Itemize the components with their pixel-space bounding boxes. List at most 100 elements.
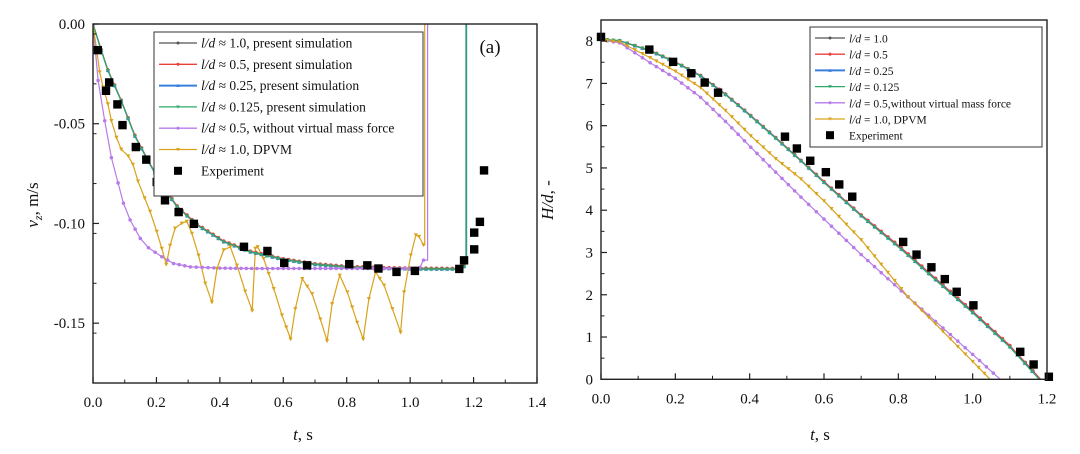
- data-point: [779, 162, 785, 166]
- data-point: [899, 289, 904, 293]
- data-point: [1022, 361, 1027, 366]
- experiment-point: [93, 45, 102, 55]
- legend-label: l/d = 0.5,without virtual mass force: [849, 98, 1011, 110]
- data-point: [948, 291, 953, 296]
- y-tick-label: -0.05: [54, 117, 85, 133]
- y-tick-label: 2: [586, 288, 594, 304]
- data-point: [844, 201, 849, 205]
- data-point: [270, 266, 275, 271]
- data-point: [205, 230, 210, 235]
- x-tick-label: 0.2: [666, 391, 685, 407]
- data-point: [355, 266, 360, 271]
- data-point: [906, 253, 911, 258]
- data-point: [189, 231, 195, 236]
- data-point: [851, 245, 856, 250]
- data-point: [260, 266, 264, 271]
- experiment-point: [459, 256, 469, 265]
- data-point: [667, 72, 671, 77]
- data-point: [955, 344, 960, 349]
- data-point: [130, 162, 136, 167]
- experiment-point: [345, 259, 354, 269]
- data-point: [754, 139, 760, 144]
- experiment-point: [969, 301, 978, 310]
- data-point: [366, 297, 372, 301]
- data-point: [679, 81, 684, 85]
- legend-label: l/d ≈ 0.125, present simulation: [201, 99, 366, 114]
- data-point: [216, 236, 221, 241]
- data-point: [318, 266, 323, 271]
- data-point: [105, 102, 111, 107]
- data-point: [754, 120, 760, 124]
- legend-item: l/d = 0.25: [815, 66, 894, 78]
- data-point: [226, 242, 232, 247]
- data-point: [209, 300, 215, 305]
- data-point: [985, 324, 990, 329]
- experiment-point: [174, 207, 183, 217]
- data-point: [773, 170, 778, 174]
- data-point: [692, 90, 697, 95]
- legend-frame: [153, 31, 424, 197]
- legend-item: Experiment: [174, 163, 264, 178]
- data-point: [660, 62, 665, 67]
- data-point: [112, 84, 117, 88]
- experiment-point: [1044, 372, 1054, 381]
- data-point: [228, 266, 233, 271]
- data-point: [806, 184, 811, 189]
- data-point: [330, 302, 335, 306]
- data-point: [244, 266, 249, 271]
- data-point: [822, 217, 826, 221]
- legend-marker: [828, 52, 832, 56]
- data-point: [767, 131, 772, 135]
- data-point: [736, 121, 741, 126]
- data-point: [748, 134, 753, 138]
- experiment-point: [113, 100, 122, 109]
- legend-marker-square: [826, 131, 834, 140]
- data-point: [403, 266, 407, 271]
- y-tick-label: -0.10: [54, 216, 85, 232]
- legend-marker: [176, 83, 180, 88]
- data-point: [625, 41, 630, 46]
- data-point: [666, 66, 672, 70]
- experiment-point: [131, 142, 141, 152]
- data-point: [253, 251, 258, 256]
- experiment-point: [475, 217, 485, 227]
- data-point: [232, 244, 237, 249]
- legend-label: l/d = 0.5: [849, 50, 888, 62]
- data-point: [105, 68, 111, 73]
- data-point: [218, 266, 222, 270]
- data-point: [912, 301, 917, 306]
- x-tick-label: 0.6: [815, 391, 834, 407]
- data-point: [698, 85, 703, 90]
- data-point: [200, 265, 204, 270]
- data-point: [698, 74, 703, 79]
- data-point: [265, 266, 270, 271]
- data-point: [255, 245, 260, 249]
- data-point: [165, 258, 170, 262]
- x-tick-label: 0.8: [337, 395, 356, 411]
- data-point: [297, 260, 302, 265]
- data-point: [128, 218, 132, 222]
- data-point: [125, 116, 131, 121]
- data-point: [814, 191, 819, 196]
- legend-label: Experiment: [849, 131, 903, 143]
- legend-marker: [828, 68, 832, 72]
- data-point: [221, 240, 226, 245]
- experiment-point: [1029, 360, 1038, 369]
- data-point: [748, 145, 753, 150]
- data-point: [184, 214, 190, 219]
- data-point: [829, 224, 834, 228]
- experiment-point: [263, 246, 272, 256]
- data-point: [761, 145, 766, 150]
- x-tick-label: 1.0: [963, 391, 982, 407]
- data-point: [982, 371, 987, 376]
- data-point: [711, 107, 715, 112]
- legend-item: l/d ≈ 1.0, present simulation: [159, 36, 353, 51]
- data-point: [318, 263, 323, 268]
- data-point: [154, 229, 159, 234]
- data-point: [429, 267, 434, 272]
- data-point: [885, 236, 891, 241]
- data-point: [933, 278, 938, 283]
- data-point: [992, 331, 998, 336]
- data-point: [416, 234, 422, 239]
- data-point: [164, 262, 169, 267]
